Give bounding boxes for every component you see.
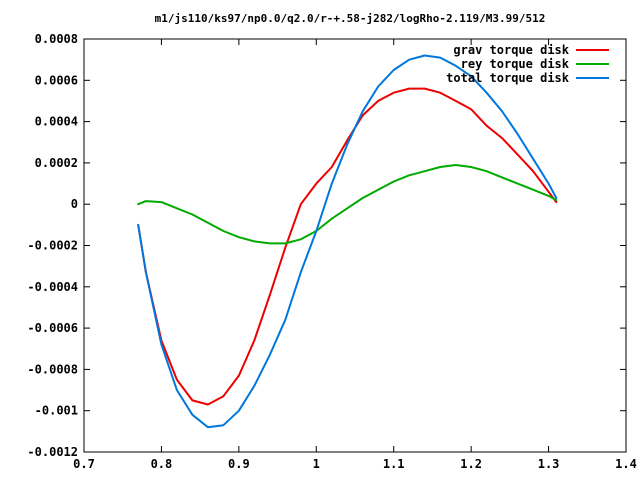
y-tick-label: 0.0002	[35, 156, 78, 170]
x-tick-label: 1.3	[538, 457, 560, 471]
series-line-2	[137, 54, 558, 429]
axis-tick-labels: 0.7 0.8 0.9 1 1.1 1.2 1.3 1.4 -0.0012 -0.001 -0.00…	[27, 32, 636, 471]
x-tick-label: 0.8	[151, 457, 173, 471]
axis-ticks	[83, 38, 627, 453]
legend-label: total torque disk	[446, 71, 570, 85]
x-tick-label: 0.7	[73, 457, 95, 471]
series-line-0	[137, 87, 558, 406]
series-line-1	[137, 164, 558, 245]
x-tick-label: 1.2	[460, 457, 482, 471]
x-tick-label: 1.4	[615, 457, 637, 471]
y-tick-label: 0	[71, 197, 78, 211]
legend-label: rey torque disk	[461, 57, 570, 71]
y-tick-label: 0.0004	[35, 115, 78, 129]
series-group	[137, 54, 558, 429]
chart-title: m1/js110/ks97/np0.0/q2.0/r-+.58-j282/log…	[155, 12, 546, 25]
x-tick-label: 1.1	[383, 457, 405, 471]
y-tick-label: 0.0008	[35, 32, 78, 46]
legend-label: grav torque disk	[453, 43, 569, 57]
y-tick-label: -0.0012	[27, 445, 78, 459]
y-tick-label: -0.0004	[27, 280, 78, 294]
y-tick-label: -0.001	[35, 404, 78, 418]
y-tick-label: -0.0002	[27, 239, 78, 253]
plot-frame	[83, 38, 627, 453]
y-tick-label: -0.0008	[27, 362, 78, 376]
x-tick-label: 0.9	[228, 457, 250, 471]
y-tick-label: 0.0006	[35, 73, 78, 87]
y-tick-label: -0.0006	[27, 321, 78, 335]
x-tick-label: 1	[313, 457, 320, 471]
